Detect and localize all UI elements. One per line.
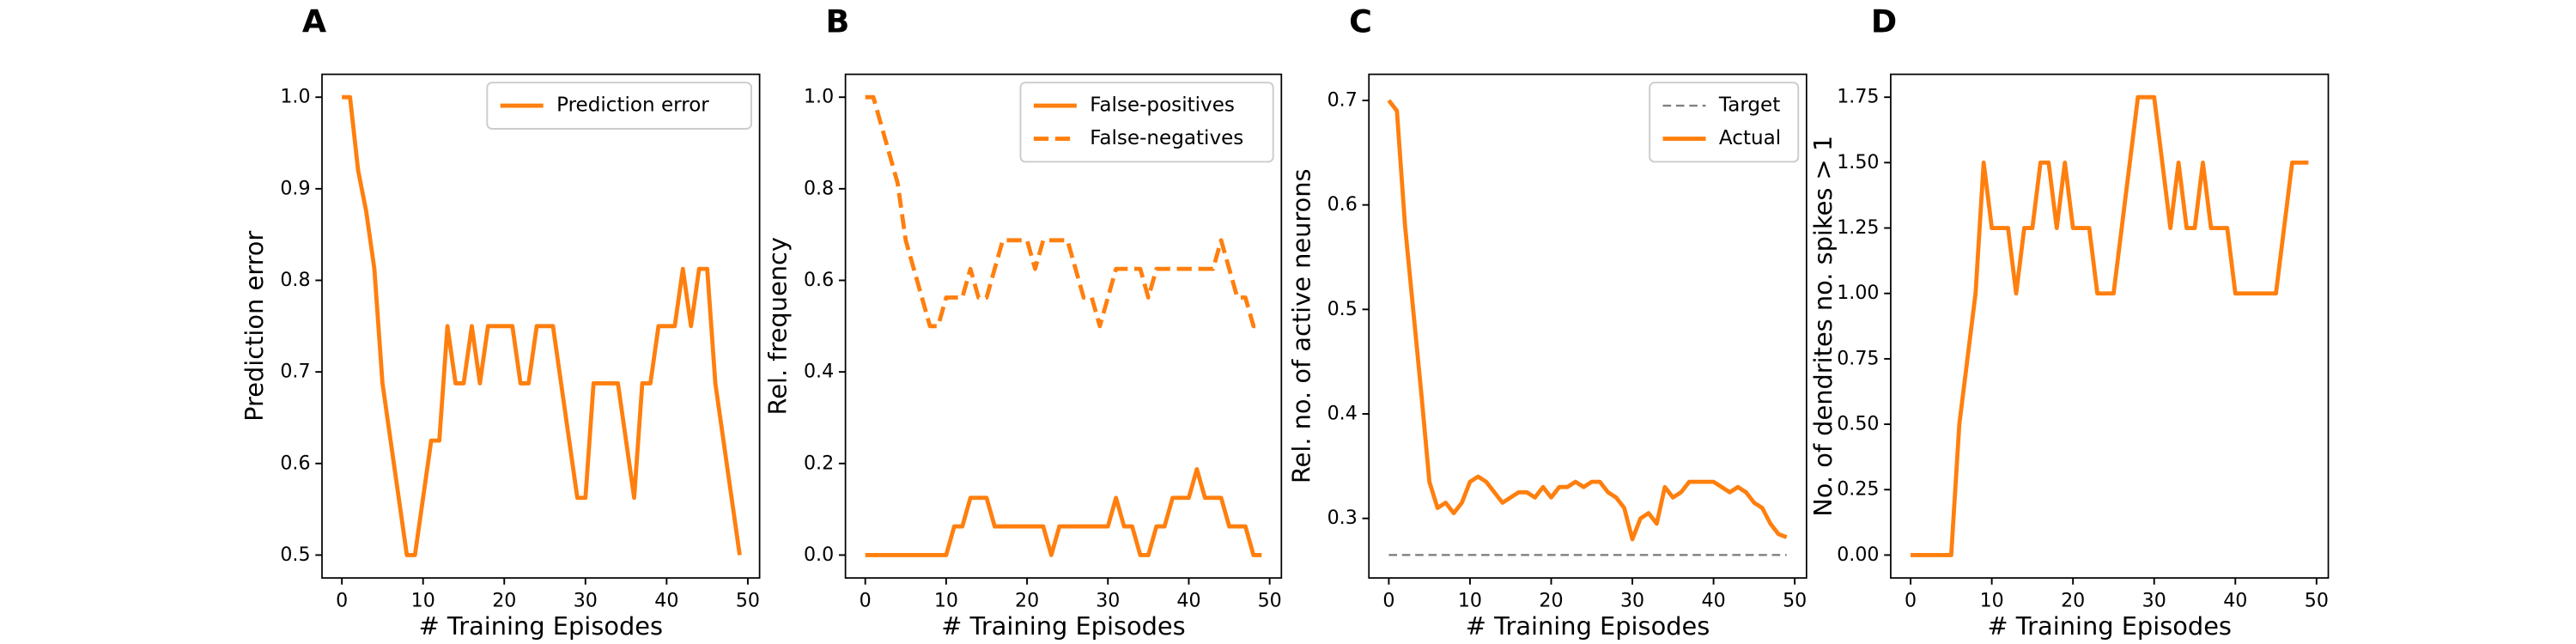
x-tick-label: 40 bbox=[654, 590, 678, 612]
y-tick-label: 0.75 bbox=[1837, 347, 1879, 369]
x-tick-label: 40 bbox=[1702, 590, 1726, 612]
y-tick-label: 0.25 bbox=[1837, 478, 1879, 501]
x-axis-label: # Training Episodes bbox=[941, 611, 1185, 641]
y-axis-label: Prediction error bbox=[240, 231, 269, 422]
y-tick-label: 1.25 bbox=[1837, 216, 1879, 239]
plot-area bbox=[844, 73, 1283, 579]
legend-label: Actual bbox=[1719, 127, 1781, 149]
data-line bbox=[865, 467, 1262, 557]
y-tick-label: 0.5 bbox=[280, 544, 310, 566]
legend-box bbox=[1019, 82, 1274, 163]
y-tick-label: 0.50 bbox=[1837, 413, 1879, 435]
y-tick-label: 0.8 bbox=[804, 177, 834, 199]
data-line bbox=[1387, 99, 1788, 542]
x-tick-label: 10 bbox=[1458, 590, 1482, 612]
legend-label: False-negatives bbox=[1090, 127, 1243, 149]
x-tick-label: 30 bbox=[1096, 590, 1120, 612]
y-tick-label: 0.8 bbox=[280, 269, 310, 291]
y-tick-label: 1.50 bbox=[1837, 151, 1879, 173]
x-axis-label: # Training Episodes bbox=[1466, 611, 1710, 641]
y-axis-label: Rel. frequency bbox=[763, 237, 793, 415]
data-line bbox=[342, 94, 742, 557]
x-tick-label: 0 bbox=[860, 590, 872, 612]
panel-label: B bbox=[826, 3, 850, 39]
x-tick-label: 30 bbox=[574, 590, 598, 612]
y-tick-label: 1.0 bbox=[280, 86, 310, 108]
x-tick-label: 40 bbox=[2223, 590, 2247, 612]
y-tick-label: 0.4 bbox=[1327, 403, 1358, 425]
y-tick-label: 0.00 bbox=[1837, 544, 1879, 566]
y-tick-label: 0.2 bbox=[804, 452, 834, 474]
legend-label: Target bbox=[1718, 94, 1780, 117]
panel-label: D bbox=[1871, 3, 1897, 39]
plot-area bbox=[1890, 73, 2330, 579]
x-tick-label: 50 bbox=[2305, 590, 2329, 612]
x-tick-label: 40 bbox=[1176, 590, 1200, 612]
y-tick-label: 0.7 bbox=[280, 361, 310, 383]
legend-box bbox=[486, 82, 752, 130]
y-axis-label: Rel. no. of active neurons bbox=[1286, 168, 1315, 483]
y-tick-label: 0.6 bbox=[804, 269, 834, 291]
x-axis-label: # Training Episodes bbox=[419, 611, 663, 641]
legend-box bbox=[1649, 82, 1800, 163]
x-tick-label: 50 bbox=[736, 590, 760, 612]
data-line bbox=[865, 94, 1262, 329]
x-tick-label: 50 bbox=[1258, 590, 1282, 612]
legend-label: Prediction error bbox=[556, 94, 709, 117]
y-axis-label: No. of dendrites no. spikes > 1 bbox=[1808, 136, 1838, 517]
y-tick-label: 0.6 bbox=[280, 452, 310, 474]
panel-label: A bbox=[302, 3, 327, 39]
y-tick-label: 0.4 bbox=[804, 361, 834, 383]
x-tick-label: 10 bbox=[411, 590, 435, 612]
y-tick-label: 0.5 bbox=[1327, 298, 1358, 320]
legend-label: False-positives bbox=[1090, 94, 1235, 117]
y-tick-label: 1.00 bbox=[1837, 282, 1879, 304]
x-tick-label: 50 bbox=[1783, 590, 1807, 612]
y-tick-label: 0.0 bbox=[804, 544, 834, 566]
plot-area bbox=[321, 73, 761, 579]
plot-area bbox=[1368, 73, 1807, 579]
x-tick-label: 20 bbox=[1015, 590, 1039, 612]
y-tick-label: 1.0 bbox=[804, 86, 834, 108]
x-tick-label: 20 bbox=[492, 590, 516, 612]
y-tick-label: 0.3 bbox=[1327, 507, 1358, 529]
x-tick-label: 30 bbox=[2142, 590, 2166, 612]
panel-label: C bbox=[1349, 3, 1372, 39]
y-tick-label: 0.7 bbox=[1327, 88, 1358, 111]
x-axis-label: # Training Episodes bbox=[1987, 611, 2231, 641]
y-tick-label: 0.9 bbox=[280, 177, 310, 199]
x-tick-label: 10 bbox=[934, 590, 958, 612]
x-tick-label: 20 bbox=[2061, 590, 2085, 612]
x-tick-label: 10 bbox=[1980, 590, 2004, 612]
x-tick-label: 0 bbox=[336, 590, 348, 612]
y-tick-label: 0.6 bbox=[1327, 193, 1358, 216]
data-line bbox=[1911, 94, 2309, 557]
x-tick-label: 20 bbox=[1539, 590, 1563, 612]
y-tick-label: 1.75 bbox=[1837, 86, 1879, 108]
x-tick-label: 30 bbox=[1620, 590, 1644, 612]
x-tick-label: 0 bbox=[1382, 590, 1394, 612]
x-tick-label: 0 bbox=[1905, 590, 1917, 612]
